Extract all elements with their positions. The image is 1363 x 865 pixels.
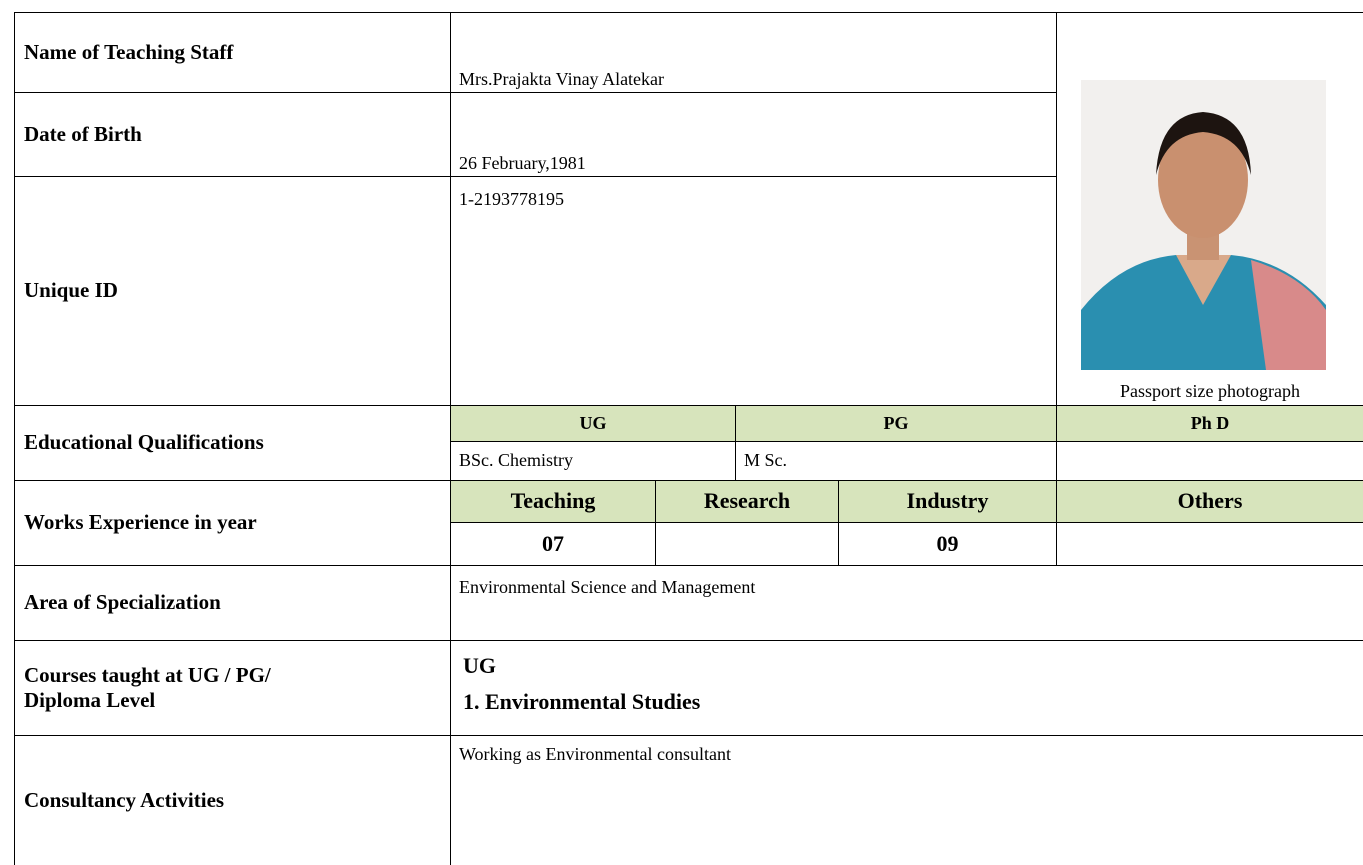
field-label: Consultancy Activities [14, 735, 450, 865]
experience-value: 09 [838, 522, 1056, 565]
education-header: UG [450, 405, 735, 441]
field-label-text: Unique ID [24, 278, 118, 303]
education-value-text: M Sc. [744, 450, 788, 471]
experience-header-text: Teaching [510, 488, 596, 514]
field-label: Educational Qualifications [14, 405, 450, 480]
experience-header: Research [655, 480, 838, 522]
field-label: Courses taught at UG / PG/ Diploma Level [14, 640, 450, 735]
field-label: Date of Birth [14, 92, 450, 176]
courses-value: UG 1. Environmental Studies [450, 640, 1363, 735]
course-line: UG [463, 653, 496, 678]
experience-value: 07 [450, 522, 655, 565]
education-value: BSc. Chemistry [450, 441, 735, 480]
education-value: M Sc. [735, 441, 1056, 480]
experience-value-text: 09 [936, 530, 959, 556]
field-label-text: Courses taught at UG / PG/ Diploma Level [24, 662, 271, 712]
field-label-text: Consultancy Activities [24, 787, 225, 812]
education-header-text: Ph D [1190, 412, 1230, 433]
experience-header-text: Others [1177, 488, 1243, 514]
photo-cell-text: Passport size photograph [1120, 381, 1300, 402]
experience-header: Teaching [450, 480, 655, 522]
field-value-text: 26 February,1981 [459, 153, 586, 174]
education-value [1056, 441, 1363, 480]
education-header-text: PG [883, 412, 909, 433]
experience-header: Industry [838, 480, 1056, 522]
consultancy-value: Working as Environmental consultant [450, 735, 1363, 865]
education-header: Ph D [1056, 405, 1363, 441]
education-value-text: BSc. Chemistry [459, 450, 574, 471]
field-value-text: 1-2193778195 [459, 189, 564, 209]
experience-header: Others [1056, 480, 1363, 522]
field-label-text: Name of Teaching Staff [24, 39, 234, 64]
field-value: Mrs.Prajakta Vinay Alatekar [450, 12, 1056, 92]
field-label: Name of Teaching Staff [14, 12, 450, 92]
education-header: PG [735, 405, 1056, 441]
specialization-value-text: Environmental Science and Management [459, 577, 756, 597]
course-line: 1. Environmental Studies [463, 689, 701, 714]
field-label-text: Educational Qualifications [24, 430, 264, 455]
field-label-text: Works Experience in year [24, 510, 257, 535]
field-label: Works Experience in year [14, 480, 450, 565]
specialization-value: Environmental Science and Management [450, 565, 1363, 640]
education-header-text: UG [579, 412, 607, 433]
field-label-text: Date of Birth [24, 121, 142, 146]
photo-cell: Passport size photograph [1056, 12, 1363, 405]
field-label: Unique ID [14, 176, 450, 405]
experience-header-text: Research [703, 488, 791, 514]
field-label-text: Area of Specialization [24, 590, 221, 615]
field-value: 1-2193778195 [450, 176, 1056, 405]
field-label: Area of Specialization [14, 565, 450, 640]
consultancy-value-text: Working as Environmental consultant [459, 744, 731, 764]
field-value-text: Mrs.Prajakta Vinay Alatekar [459, 69, 665, 90]
photo [1081, 80, 1326, 370]
field-value: 26 February,1981 [450, 92, 1056, 176]
experience-value-text: 07 [542, 530, 564, 556]
experience-value [1056, 522, 1363, 565]
experience-value [655, 522, 838, 565]
experience-header-text: Industry [906, 488, 989, 514]
